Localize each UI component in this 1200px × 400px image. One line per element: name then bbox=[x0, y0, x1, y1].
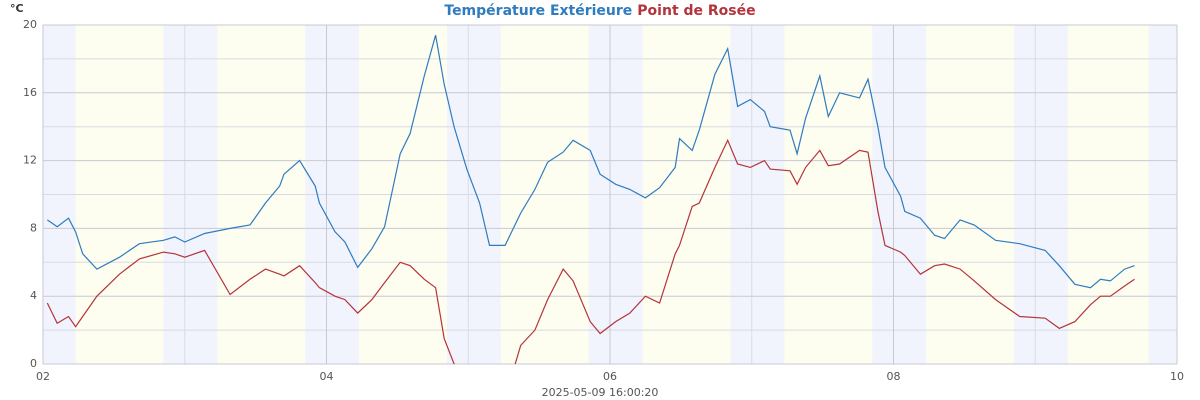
x-tick-label: 10 bbox=[1170, 370, 1184, 383]
y-tick-label: 16 bbox=[23, 86, 37, 99]
series-line bbox=[46, 138, 1135, 364]
x-tick-label: 02 bbox=[36, 370, 50, 383]
y-tick-label: 0 bbox=[30, 357, 37, 370]
x-tick-label: 04 bbox=[320, 370, 334, 383]
legend-entry: Point de Rosée bbox=[637, 3, 755, 19]
legend: Température Extérieure Point de Rosée bbox=[444, 3, 755, 19]
legend-entry: Température Extérieure bbox=[444, 3, 632, 19]
series-line bbox=[46, 35, 1135, 289]
timestamp: 2025-05-09 16:00:20 bbox=[542, 386, 659, 399]
y-tick-label: 8 bbox=[30, 221, 37, 234]
x-tick-label: 06 bbox=[603, 370, 617, 383]
y-tick-label: 20 bbox=[23, 18, 37, 31]
plot-area bbox=[46, 35, 1135, 364]
x-tick-label: 08 bbox=[887, 370, 901, 383]
y-tick-label: 12 bbox=[23, 154, 37, 167]
y-tick-label: 4 bbox=[30, 289, 37, 302]
y-unit: °C bbox=[10, 2, 24, 15]
